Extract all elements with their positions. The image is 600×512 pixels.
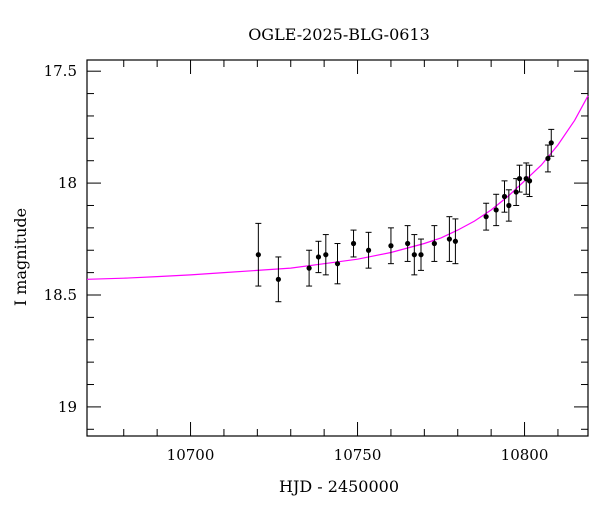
- y-tick-label: 17.5: [44, 62, 77, 80]
- data-point: [323, 252, 329, 258]
- x-tick-label: 10800: [501, 446, 549, 464]
- data-point: [545, 155, 551, 162]
- data-point: [275, 276, 281, 282]
- axis-ticks: [87, 60, 588, 436]
- data-point: [548, 140, 554, 146]
- y-tick-label: 18: [58, 174, 77, 192]
- x-tick-label: 10750: [334, 446, 382, 464]
- data-point: [315, 254, 322, 260]
- data-point: [365, 247, 372, 253]
- x-axis-label: HJD - 2450000: [279, 477, 399, 496]
- data-point: [411, 252, 417, 258]
- axis-tick-labels: 10700 10750 10800 17.5 18 18.5 19: [44, 62, 549, 464]
- data-point: [516, 176, 523, 182]
- data-point: [306, 265, 312, 271]
- y-axis-label: I magnitude: [11, 208, 30, 306]
- data-points-layer: [255, 128, 555, 303]
- x-tick-label: 10700: [167, 446, 215, 464]
- data-point: [255, 252, 261, 258]
- plot-frame: [86, 59, 589, 437]
- data-point: [334, 261, 341, 267]
- data-point: [452, 238, 459, 244]
- data-point: [388, 243, 394, 249]
- model-curve: [86, 95, 589, 280]
- data-point: [513, 189, 519, 195]
- data-point: [493, 207, 499, 213]
- data-point: [405, 240, 411, 247]
- y-tick-label: 18.5: [44, 286, 77, 304]
- y-tick-label: 19: [58, 398, 77, 416]
- data-point: [506, 202, 512, 209]
- data-point: [418, 252, 424, 258]
- data-point: [483, 214, 489, 220]
- data-point: [446, 236, 452, 242]
- data-point: [526, 178, 533, 184]
- data-point: [350, 240, 357, 247]
- data-point: [501, 193, 508, 200]
- data-point: [431, 240, 437, 247]
- chart-title: OGLE-2025-BLG-0613: [248, 25, 430, 44]
- model-curve-layer: [86, 95, 589, 280]
